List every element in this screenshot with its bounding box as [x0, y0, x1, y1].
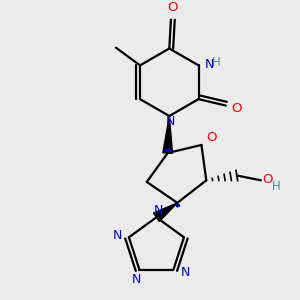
- Text: O: O: [262, 173, 273, 186]
- Text: N: N: [112, 229, 122, 242]
- Text: H: H: [212, 56, 220, 69]
- Text: N: N: [153, 204, 163, 217]
- Text: H: H: [272, 180, 281, 193]
- Text: O: O: [206, 131, 216, 144]
- Text: N: N: [204, 58, 214, 71]
- Text: O: O: [167, 1, 178, 14]
- Polygon shape: [154, 203, 177, 221]
- Text: O: O: [231, 102, 242, 115]
- Polygon shape: [163, 116, 172, 153]
- Text: N: N: [131, 273, 141, 286]
- Text: N: N: [181, 266, 190, 279]
- Text: N: N: [166, 115, 175, 128]
